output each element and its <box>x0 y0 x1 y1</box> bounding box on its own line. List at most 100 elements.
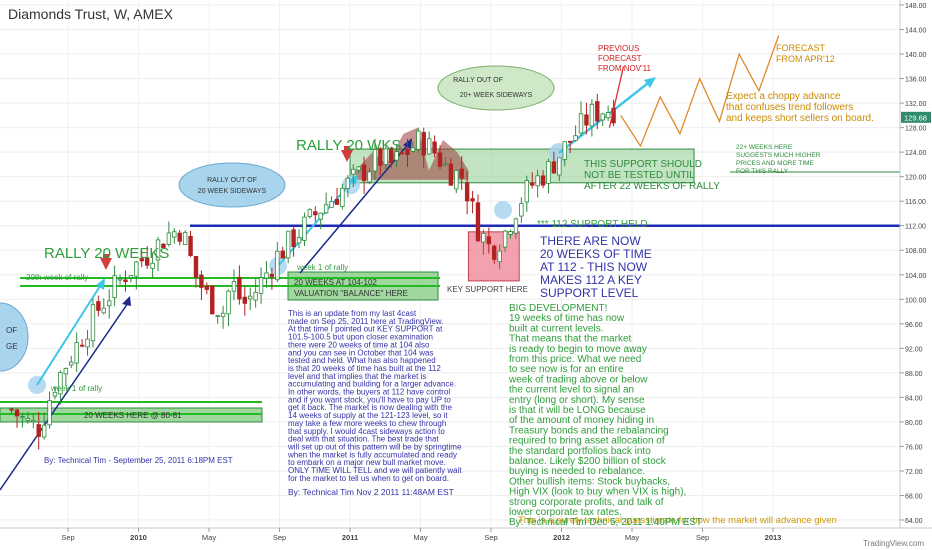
prev-forecast-1: PREVIOUS <box>598 44 639 53</box>
candle-body <box>399 152 405 155</box>
candle-body <box>562 141 567 160</box>
rally-out-oval-2 <box>437 65 555 111</box>
candle-body <box>481 233 486 243</box>
candle-body <box>74 342 79 364</box>
candle-body <box>41 424 47 438</box>
price-tick-label: 92.00 <box>905 346 923 353</box>
price-axis: 148.00 144.00 140.00 136.00 132.00 128.00 124.… <box>900 3 927 525</box>
marker-circle <box>494 201 512 219</box>
candle-body <box>9 408 14 411</box>
weeks22-3: PRICES AND MORE TIME <box>736 160 815 167</box>
candle-body <box>63 368 69 375</box>
candle-body <box>166 232 172 245</box>
note-nov-line: This is an update from my last 4cast <box>288 309 417 318</box>
price-tick-label: 80.00 <box>905 420 923 427</box>
candle-body <box>107 300 112 307</box>
candle-body <box>280 250 285 259</box>
note-dec-line: By: Technical Tim Dec 5, 2011 1:40PM EST <box>509 517 702 528</box>
watermark: TradingView.com <box>863 539 924 548</box>
candle-body <box>589 103 595 127</box>
candle-body <box>31 420 36 423</box>
choppy-2: that confuses trend followers <box>726 102 853 113</box>
note-nov-line: is that 20 weeks of time has built at th… <box>288 364 441 373</box>
candle-body <box>313 211 318 216</box>
candle-body <box>432 141 437 154</box>
candlesticks <box>9 93 616 450</box>
candle-body <box>307 209 313 217</box>
candle-body <box>421 132 426 156</box>
now20-1: THERE ARE NOW <box>540 234 641 248</box>
candle-body <box>139 258 144 262</box>
prev-forecast-2: FORECAST <box>598 54 642 63</box>
candle-body <box>36 424 41 437</box>
candle-body <box>20 416 25 419</box>
support-held-label: *** 112 SUPPORT HELD <box>537 219 648 230</box>
candle-body <box>356 166 361 171</box>
left-oval-a: OF <box>6 326 17 335</box>
note-dec-line: BIG DEVELOPMENT! <box>509 303 607 314</box>
candle-body <box>226 290 231 315</box>
note-nov-line: that supply. I would 4cast sideways acti… <box>288 427 445 436</box>
candle-body <box>389 147 394 163</box>
forecast-apr-2: FROM APR'12 <box>776 54 835 64</box>
note-nov-line: level and that implies that the market i… <box>288 372 426 381</box>
candle-body <box>117 278 123 281</box>
candle-body <box>14 409 20 417</box>
rally-out-oval-1 <box>178 162 286 208</box>
candle-body <box>340 187 345 207</box>
note-nov-line: made on Sep 25, 2011 here at TradingView… <box>288 317 443 326</box>
candle-body <box>112 275 117 298</box>
candle-body <box>182 232 188 246</box>
candle-body <box>296 237 302 244</box>
candle-body <box>144 257 150 266</box>
candle-body <box>530 182 535 186</box>
note-dec-line: lower corporate tax rates. <box>509 507 622 518</box>
candle-body <box>302 216 307 241</box>
candle-body <box>96 301 101 311</box>
chart-title: Diamonds Trust, W, AMEX <box>8 6 174 22</box>
note-nov-line: 14 weeks of supply at the 121-123 level,… <box>288 411 448 420</box>
candle-body <box>69 361 74 366</box>
candle-body <box>25 418 31 421</box>
note-nov-line: for the market to tell us when to get on… <box>288 474 449 483</box>
note-nov-line: and you can see in October that 104 was <box>288 348 433 357</box>
candle-body <box>285 230 291 259</box>
last-price-label: 129.68 <box>904 113 927 122</box>
candle-body <box>52 391 58 397</box>
prev-forecast-3: FROM NOV'11 <box>598 64 651 73</box>
forecast-apr-1: FORECAST <box>776 43 826 53</box>
week1-rally-label-b: week 1 of rally <box>296 263 348 272</box>
candle-body <box>426 138 432 155</box>
note-nov-line: get it back. The market is now dealing w… <box>288 403 452 412</box>
rally-20-weeks-label: RALLY 20 WEEKS <box>44 245 169 262</box>
candle-body <box>253 291 258 301</box>
candle-body <box>513 218 519 234</box>
byline-sep: By: Technical Tim - September 25, 2011 6… <box>44 456 233 465</box>
candle-body <box>329 201 334 208</box>
price-tick-label: 140.00 <box>905 52 927 59</box>
note-dec-line: That means that the market <box>509 334 632 345</box>
note-dec-line: the standard portfolios back into <box>509 446 651 457</box>
candle-body <box>150 262 155 269</box>
time-tick-label: Sep <box>696 533 709 542</box>
down-arrow-markers <box>100 146 353 270</box>
candle-body <box>264 272 269 279</box>
candle-body <box>204 285 210 290</box>
note-dec-line: to see now is for an entire <box>509 364 624 375</box>
candle-body <box>437 152 443 167</box>
candle-body <box>524 180 529 203</box>
candle-body <box>519 203 524 217</box>
candle-body <box>231 281 237 292</box>
candle-body <box>237 276 242 300</box>
price-tick-label: 100.00 <box>905 297 927 304</box>
time-tick-label: May <box>625 533 639 542</box>
price-tick-label: 124.00 <box>905 150 927 157</box>
note-dec-line: balance. Likely $200 billion of stock <box>509 456 667 467</box>
candle-body <box>193 256 199 278</box>
candle-body <box>248 295 253 300</box>
time-tick-label: May <box>202 533 216 542</box>
candle-body <box>557 157 562 176</box>
price-tick-label: 132.00 <box>905 101 927 108</box>
note-nov-line: accumulating and building for a larger a… <box>288 380 456 389</box>
